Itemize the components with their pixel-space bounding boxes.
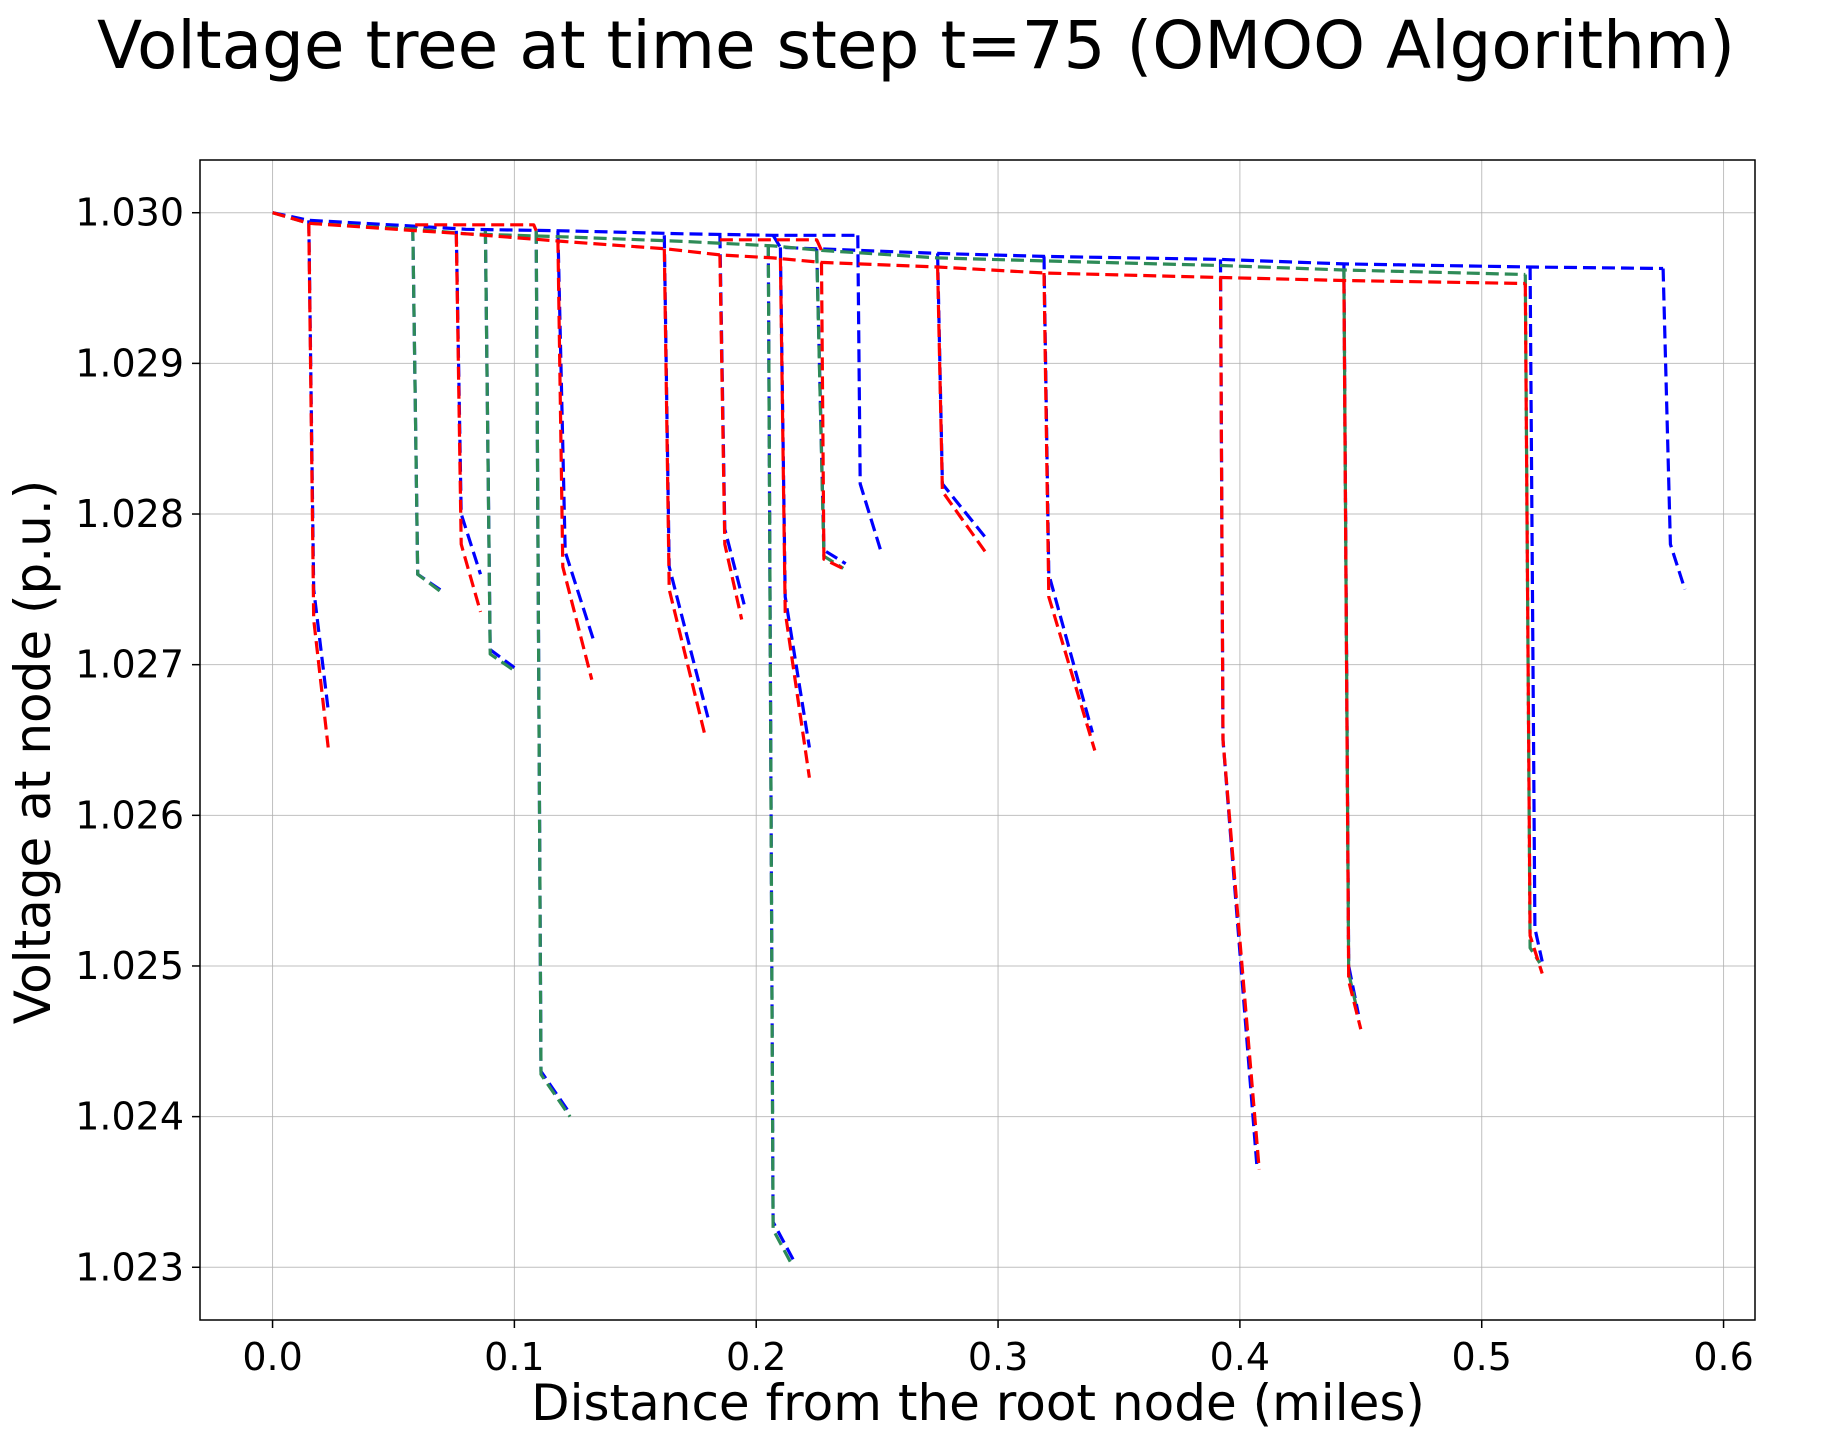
y-tick-label: 1.025 xyxy=(75,944,184,988)
series-line-segment xyxy=(454,233,483,613)
plot-area-frame xyxy=(199,159,1756,1321)
series-line-segment xyxy=(662,235,710,718)
series-line-segment xyxy=(815,250,845,570)
x-tick-label: 0.6 xyxy=(1693,1335,1753,1379)
series-line-segment xyxy=(662,248,707,738)
series-line-segment xyxy=(307,220,330,711)
series-lines xyxy=(272,211,1687,1267)
series-line-segment xyxy=(1661,268,1687,590)
series-line-segment xyxy=(556,230,596,643)
series-line-segment xyxy=(1528,266,1544,962)
series-line-segment xyxy=(307,223,330,748)
series-line-segment xyxy=(766,245,794,1267)
series-line-segment xyxy=(272,211,858,237)
series-line-segment xyxy=(1218,259,1259,1165)
series-line-segment xyxy=(534,230,572,1118)
x-tick-label: 0.4 xyxy=(1210,1335,1270,1379)
x-tick-label: 0.0 xyxy=(242,1335,302,1379)
series-line-segment xyxy=(936,266,990,558)
series-line-segment xyxy=(718,254,744,620)
x-tick-label: 0.2 xyxy=(726,1335,786,1379)
series-line-segment xyxy=(483,230,516,673)
y-tick-label: 1.029 xyxy=(75,341,184,385)
series-line-segment xyxy=(778,257,811,778)
series-line-segment xyxy=(272,211,1526,286)
axis-ticks: 0.0 0.1 0.2 0.3 0.4 0.5 0.6 1.023 1.024 1.025 1.02… xyxy=(75,191,1754,1379)
y-tick-label: 1.027 xyxy=(75,643,184,687)
x-tick-label: 0.5 xyxy=(1452,1335,1512,1379)
series-1 xyxy=(272,211,1542,1267)
series-line-segment xyxy=(856,235,884,556)
series-line-segment xyxy=(771,234,1664,271)
grid-lines xyxy=(200,160,1755,1320)
series-line-segment xyxy=(819,262,847,572)
chart-title: Voltage tree at time step t=75 (OMOO Alg… xyxy=(97,7,1735,84)
series-line-segment xyxy=(1342,280,1363,1030)
series-line-segment xyxy=(556,239,594,681)
y-axis-label: Voltage at node (p.u.) xyxy=(4,480,62,1024)
series-line-segment xyxy=(411,227,443,594)
series-2 xyxy=(272,211,1544,1170)
y-tick-label: 1.023 xyxy=(75,1245,184,1289)
x-tick-label: 0.1 xyxy=(484,1335,544,1379)
series-line-segment xyxy=(454,230,483,575)
x-tick-label: 0.3 xyxy=(968,1335,1028,1379)
series-line-segment xyxy=(415,223,538,232)
series-line-segment xyxy=(1523,283,1544,974)
series-0 xyxy=(272,211,1687,1264)
x-axis-label: Distance from the root node (miles) xyxy=(531,1374,1425,1432)
series-line-segment xyxy=(272,211,1526,277)
y-tick-label: 1.026 xyxy=(75,793,184,837)
y-tick-label: 1.024 xyxy=(75,1095,184,1139)
series-line-segment xyxy=(1218,277,1261,1170)
y-tick-label: 1.030 xyxy=(75,191,184,235)
series-line-segment xyxy=(719,238,823,252)
series-line-segment xyxy=(1042,272,1097,751)
series-line-segment xyxy=(1042,256,1094,733)
y-tick-label: 1.028 xyxy=(75,492,184,536)
